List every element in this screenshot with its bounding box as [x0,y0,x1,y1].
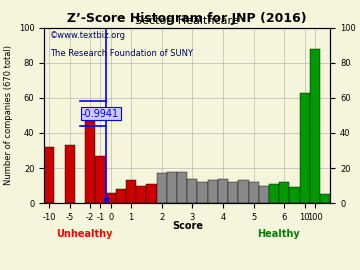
Bar [198,182,208,203]
Bar [310,49,320,203]
Bar [44,147,54,203]
Y-axis label: Number of companies (670 total): Number of companies (670 total) [4,45,13,185]
Text: The Research Foundation of SUNY: The Research Foundation of SUNY [50,49,193,58]
Bar [95,156,105,203]
Bar [249,182,259,203]
Bar [300,93,310,203]
Bar [136,185,147,203]
Bar [289,187,300,203]
Text: Unhealthy: Unhealthy [56,229,113,239]
Bar [187,178,198,203]
Text: -0.9941: -0.9941 [82,109,119,119]
Bar [279,182,289,203]
Bar [85,121,95,203]
Bar [238,180,249,203]
Bar [177,171,187,203]
Title: Z’-Score Histogram for JNP (2016): Z’-Score Histogram for JNP (2016) [67,12,307,25]
Text: ©www.textbiz.org: ©www.textbiz.org [50,31,126,40]
Bar [116,189,126,203]
Bar [269,184,279,203]
Bar [157,173,167,203]
Bar [147,184,157,203]
Bar [105,193,116,203]
Bar [126,180,136,203]
Bar [259,185,269,203]
Text: Sector: Healthcare: Sector: Healthcare [135,16,239,26]
Bar [218,178,228,203]
Bar [65,145,75,203]
Text: Score: Score [172,221,203,231]
Text: Healthy: Healthy [257,229,300,239]
Bar [208,180,218,203]
Bar [320,194,330,203]
Bar [167,171,177,203]
Bar [228,182,238,203]
